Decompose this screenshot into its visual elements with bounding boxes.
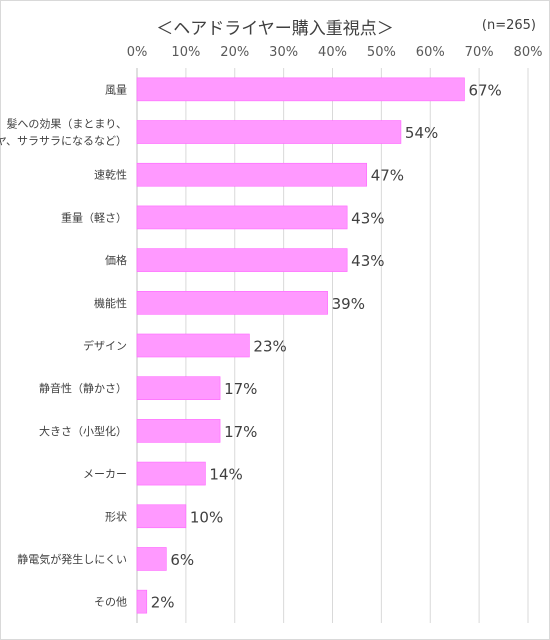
sample-size-note: (n=265) [481,18,536,33]
value-label: 17% [224,380,257,398]
bar [136,547,167,571]
x-tick-label: 80% [514,45,543,60]
value-label: 67% [468,81,501,99]
bar [136,162,368,187]
category-label: デザイン [83,339,127,353]
value-label: 47% [371,167,404,185]
bar [136,291,328,315]
category-label: 機能性 [94,296,127,310]
category-label: メーカー [83,468,127,481]
bar [136,461,206,486]
value-label: 10% [190,508,223,526]
x-tick-label: 70% [465,45,494,60]
bar [136,376,221,400]
value-label: 17% [224,423,257,441]
value-label: 2% [151,594,175,612]
category-label: ツヤ、サラサラになるなど） [0,135,127,148]
x-tick-label: 30% [269,45,298,60]
category-label: 髪への効果（まとまり、 [6,117,127,131]
value-label: 23% [253,338,286,356]
value-label: 54% [405,124,438,142]
value-label: 6% [170,551,194,569]
category-label: 速乾性 [94,168,127,182]
bar [136,589,148,614]
x-tick-label: 10% [171,45,200,60]
category-label: 形状 [105,509,127,523]
category-label: 静電気が発生しにくい [17,552,127,566]
category-label: 風量 [105,83,127,96]
bar [136,504,187,529]
value-label: 43% [351,252,384,270]
value-label: 14% [209,466,242,484]
bar [136,419,221,443]
x-tick-label: 20% [220,45,249,60]
bar [136,77,465,102]
value-label: 43% [351,209,384,227]
category-label: その他 [94,596,127,609]
bar [136,333,250,358]
bar [136,120,402,144]
category-label: 大きさ（小型化） [39,424,127,438]
x-tick-label: 40% [318,45,347,60]
bar [136,248,348,272]
category-label: 価格 [105,253,127,267]
category-label: 重量（軽さ） [61,210,127,224]
chart-title: ＜ヘアドライヤー購入重視点＞ [156,19,394,39]
category-label: 静音性（静かさ） [39,381,127,395]
x-tick-label: 50% [367,45,396,60]
x-tick-label: 60% [416,45,445,60]
x-tick-label: 0% [127,45,148,60]
bar [136,205,348,230]
value-label: 39% [332,295,365,313]
